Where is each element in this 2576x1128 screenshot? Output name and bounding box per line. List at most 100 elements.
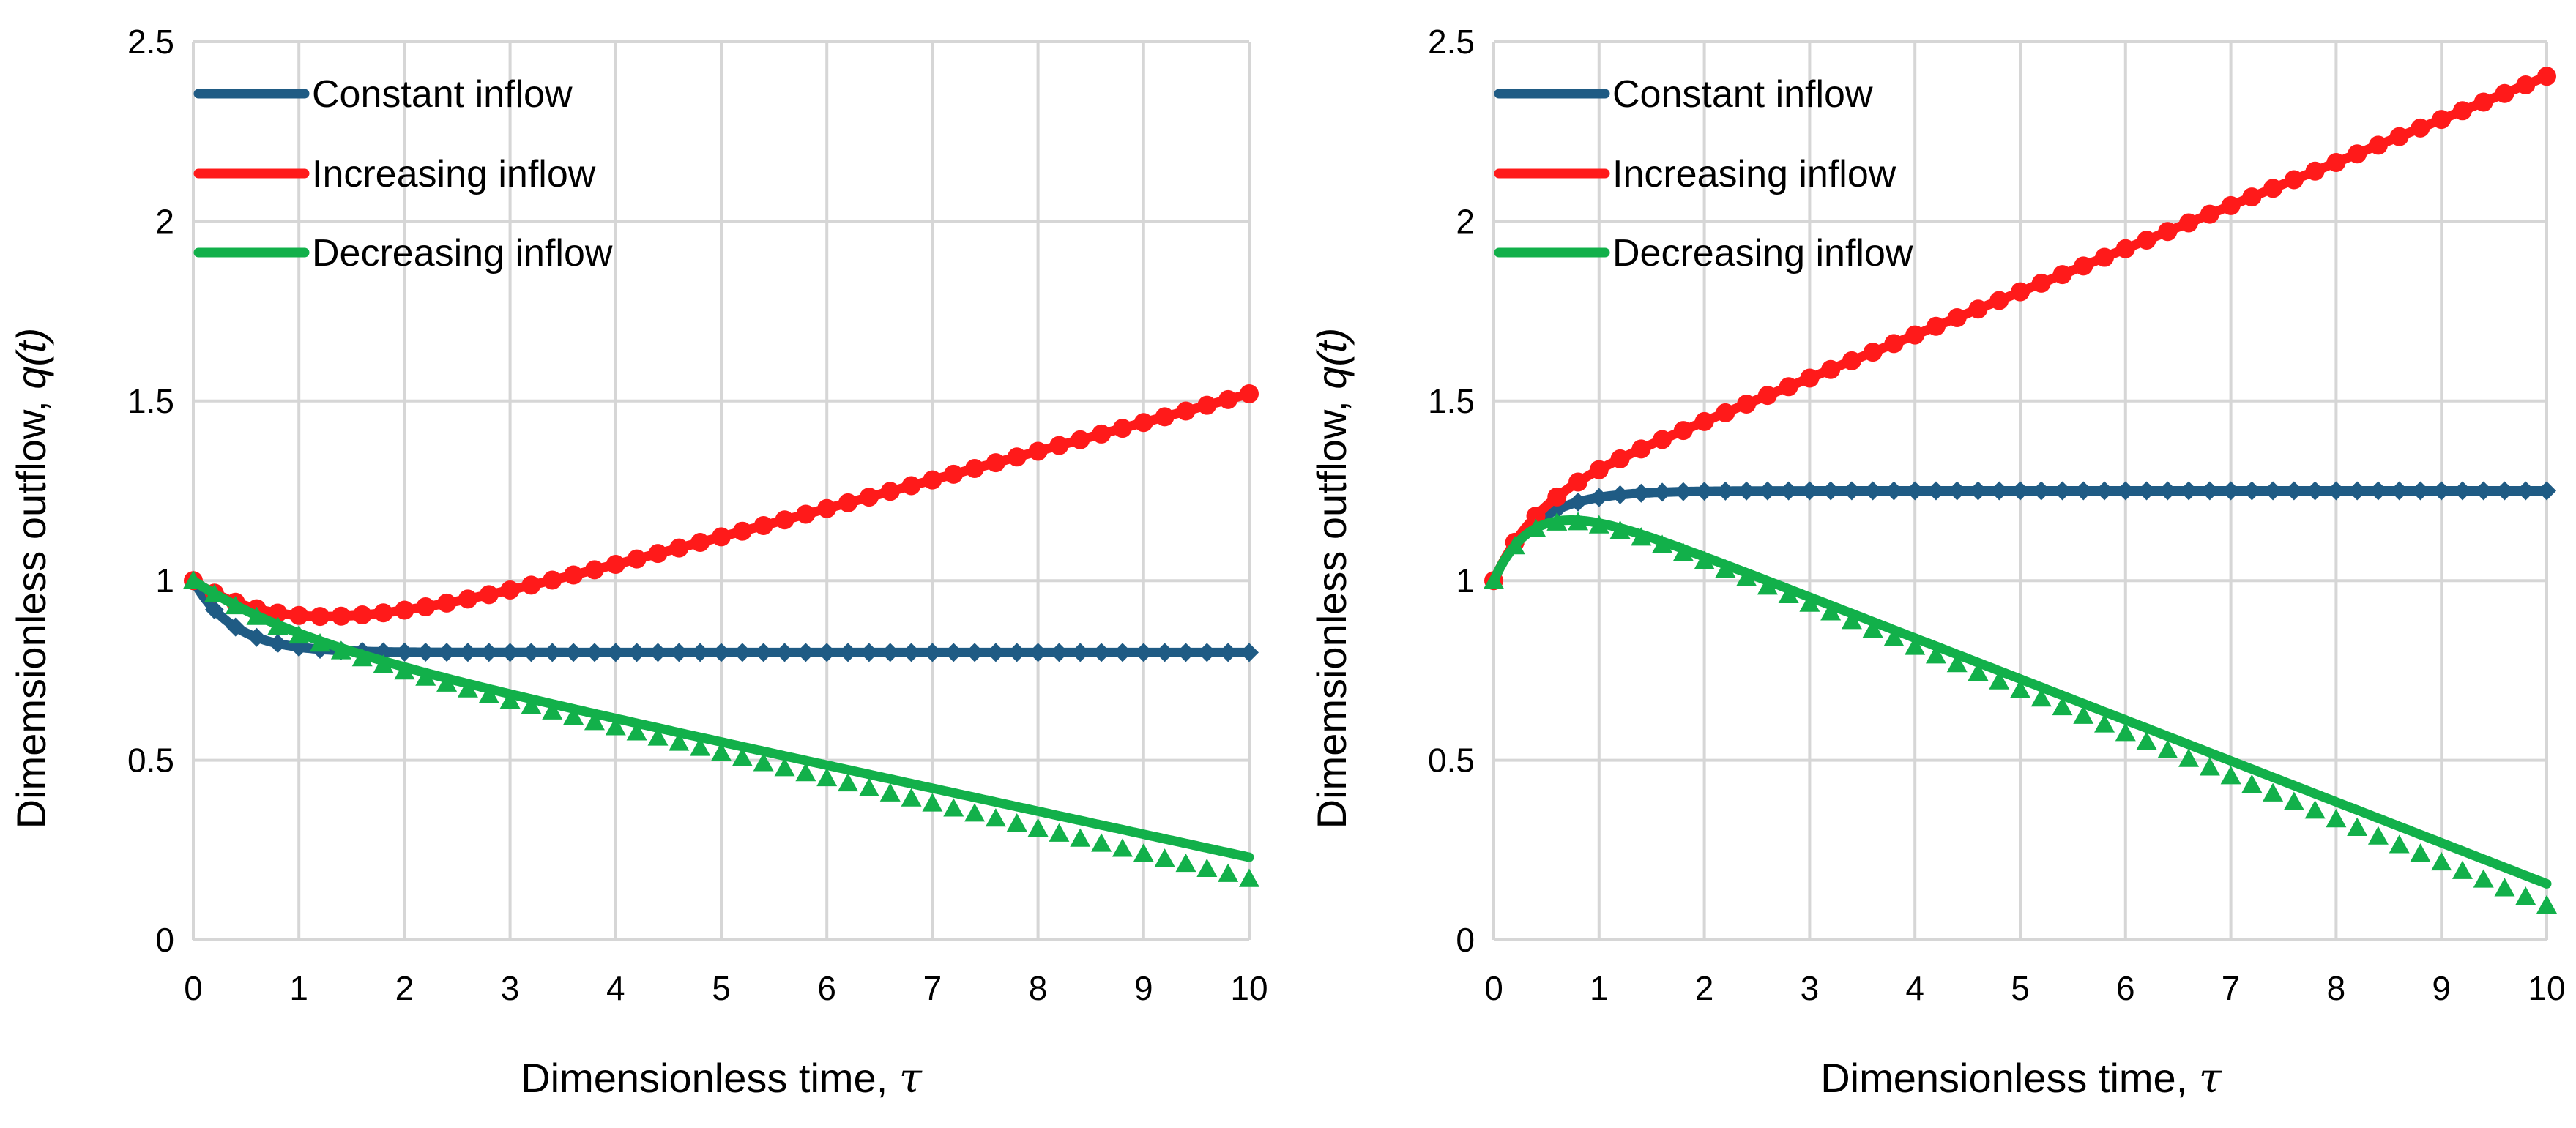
left-chart-marker-increasing-inflow [1049, 436, 1069, 455]
right-chart-marker-increasing-inflow [1968, 299, 1988, 319]
left-chart-marker-decreasing-inflow [521, 695, 542, 714]
left-chart-line-decreasing-inflow [188, 575, 1254, 862]
left-chart-marker-decreasing-inflow [901, 788, 922, 807]
left-chart-marker-increasing-inflow [584, 560, 604, 580]
left-chart-marker-increasing-inflow [1240, 384, 1259, 403]
right-chart-x-tick-label: 5 [2011, 969, 2030, 1007]
left-chart-marker-constant-inflow [247, 627, 267, 647]
left-chart-marker-constant-inflow [712, 643, 731, 662]
left-chart-marker-decreasing-inflow [1175, 853, 1196, 873]
right-chart-x-axis-label: Dimensionless time, τ [1820, 1055, 2222, 1102]
left-chart-marker-constant-inflow [944, 643, 964, 662]
left-legend-label-constant-inflow: Constant inflow [312, 73, 573, 116]
right-chart-marker-decreasing-inflow [1925, 645, 1946, 664]
left-chart-marker-constant-inflow [1218, 643, 1238, 662]
right-chart-y-tick-label: 0.5 [1428, 742, 1475, 780]
left-chart-marker-constant-inflow [1028, 643, 1048, 662]
right-chart-marker-decreasing-inflow [1672, 542, 1694, 561]
right-chart-marker-increasing-inflow [1884, 334, 1904, 354]
right-chart-marker-constant-inflow [2052, 481, 2072, 501]
left-chart-marker-increasing-inflow [712, 527, 731, 547]
right-chart-x-tick-label: 3 [1801, 969, 1820, 1007]
left-chart-marker-decreasing-inflow [816, 767, 838, 787]
left-chart-marker-increasing-inflow [395, 600, 414, 620]
right-chart-marker-increasing-inflow [2284, 170, 2304, 190]
left-chart-marker-constant-inflow [838, 643, 858, 662]
right-chart-marker-constant-inflow [2221, 481, 2241, 501]
right-chart-marker-constant-inflow [2242, 481, 2262, 501]
left-chart-marker-constant-inflow [901, 643, 921, 662]
right-chart-marker-increasing-inflow [1589, 460, 1609, 479]
left-chart-y-axis-label: Dimemsionless outflow, q(t) [8, 328, 54, 829]
left-chart-marker-decreasing-inflow [373, 654, 394, 673]
right-chart-marker-decreasing-inflow [1905, 636, 1926, 655]
right-chart-marker-constant-inflow [1821, 481, 1841, 501]
right-chart-marker-constant-inflow [1716, 481, 1735, 501]
right-chart-y-tick-labels: 0 0.5 1 1.5 2 2.5 [1428, 23, 1475, 959]
left-chart-marker-increasing-inflow [289, 605, 309, 625]
left-chart-series-increasing-inflow [184, 384, 1259, 627]
left-chart-marker-increasing-inflow [1092, 424, 1112, 444]
left-chart-marker-increasing-inflow [521, 575, 541, 595]
left-chart-marker-decreasing-inflow [415, 667, 436, 686]
right-chart-marker-increasing-inflow [2179, 213, 2199, 233]
right-chart-marker-constant-inflow [2095, 481, 2115, 501]
right-legend-label-increasing-inflow: Increasing inflow [1612, 153, 1896, 195]
left-chart-x-tick-labels: 0 1 2 3 4 5 6 7 8 9 10 [184, 969, 1267, 1007]
right-chart-marker-constant-inflow [2200, 481, 2219, 501]
right-chart-x-tick-label: 4 [1905, 969, 1924, 1007]
right-chart-marker-decreasing-inflow [2030, 688, 2052, 707]
right-chart-marker-increasing-inflow [2432, 110, 2452, 130]
left-chart-x-tick-label: 7 [923, 969, 942, 1007]
right-chart-marker-constant-inflow [2495, 481, 2514, 501]
right-chart-marker-increasing-inflow [2473, 92, 2493, 112]
left-chart-marker-decreasing-inflow [394, 661, 415, 680]
left-chart-marker-increasing-inflow [437, 593, 457, 613]
right-chart-marker-decreasing-inflow [2410, 843, 2431, 862]
right-chart-marker-decreasing-inflow [1609, 520, 1631, 539]
left-chart-marker-decreasing-inflow [605, 717, 626, 736]
right-chart-marker-increasing-inflow [1547, 487, 1567, 507]
left-chart-marker-decreasing-inflow [267, 616, 289, 635]
right-chart-marker-constant-inflow [2115, 481, 2135, 501]
right-chart-marker-increasing-inflow [1653, 430, 1672, 449]
right-chart-marker-decreasing-inflow [2199, 757, 2220, 776]
left-chart-y-tick-label: 2 [155, 202, 174, 240]
right-chart-marker-increasing-inflow [2095, 247, 2115, 267]
left-chart-marker-increasing-inflow [965, 458, 985, 478]
right-chart-marker-decreasing-inflow [1484, 570, 1504, 589]
left-chart-marker-constant-inflow [606, 643, 625, 662]
left-chart-marker-increasing-inflow [859, 488, 879, 507]
right-chart-marker-decreasing-inflow [2115, 722, 2136, 742]
right-chart-marker-constant-inflow [1779, 481, 1798, 501]
right-chart-marker-constant-inflow [2263, 481, 2283, 501]
left-chart-marker-constant-inflow [1007, 643, 1027, 662]
left-chart-marker-increasing-inflow [838, 493, 858, 512]
left-chart-marker-decreasing-inflow [690, 737, 711, 756]
left-chart-x-tick-label: 5 [712, 969, 731, 1007]
right-chart-marker-decreasing-inflow [2136, 731, 2157, 750]
right-chart-marker-increasing-inflow [1821, 359, 1841, 379]
right-chart-marker-decreasing-inflow [1989, 671, 2010, 690]
left-chart-marker-decreasing-inflow [626, 722, 647, 741]
right-chart-marker-decreasing-inflow [1862, 619, 1883, 638]
right-chart-marker-increasing-inflow [2242, 187, 2262, 207]
left-chart-marker-increasing-inflow [331, 606, 351, 626]
left-chart-marker-decreasing-inflow [351, 648, 373, 667]
right-chart-marker-decreasing-inflow [2452, 860, 2473, 879]
left-chart-marker-decreasing-inflow [922, 793, 943, 812]
right-chart-marker-constant-inflow [1694, 482, 1714, 501]
right-chart-y-tick-label: 1.5 [1428, 382, 1475, 420]
left-chart-marker-constant-inflow [226, 617, 245, 637]
left-chart-marker-constant-inflow [564, 643, 584, 662]
left-chart-x-tick-label: 3 [501, 969, 520, 1007]
right-chart-marker-increasing-inflow [1989, 291, 2009, 310]
right-chart-marker-constant-inflow [1757, 481, 1777, 501]
left-chart-y-tick-label: 2.5 [127, 23, 174, 61]
right-chart-marker-decreasing-inflow [2010, 679, 2030, 698]
right-chart-marker-increasing-inflow [2348, 144, 2367, 164]
left-chart-marker-constant-inflow [923, 643, 942, 662]
right-chart-marker-decreasing-inflow [2178, 748, 2200, 767]
left-chart-marker-increasing-inflow [753, 515, 773, 535]
left-chart-marker-constant-inflow [753, 643, 773, 662]
